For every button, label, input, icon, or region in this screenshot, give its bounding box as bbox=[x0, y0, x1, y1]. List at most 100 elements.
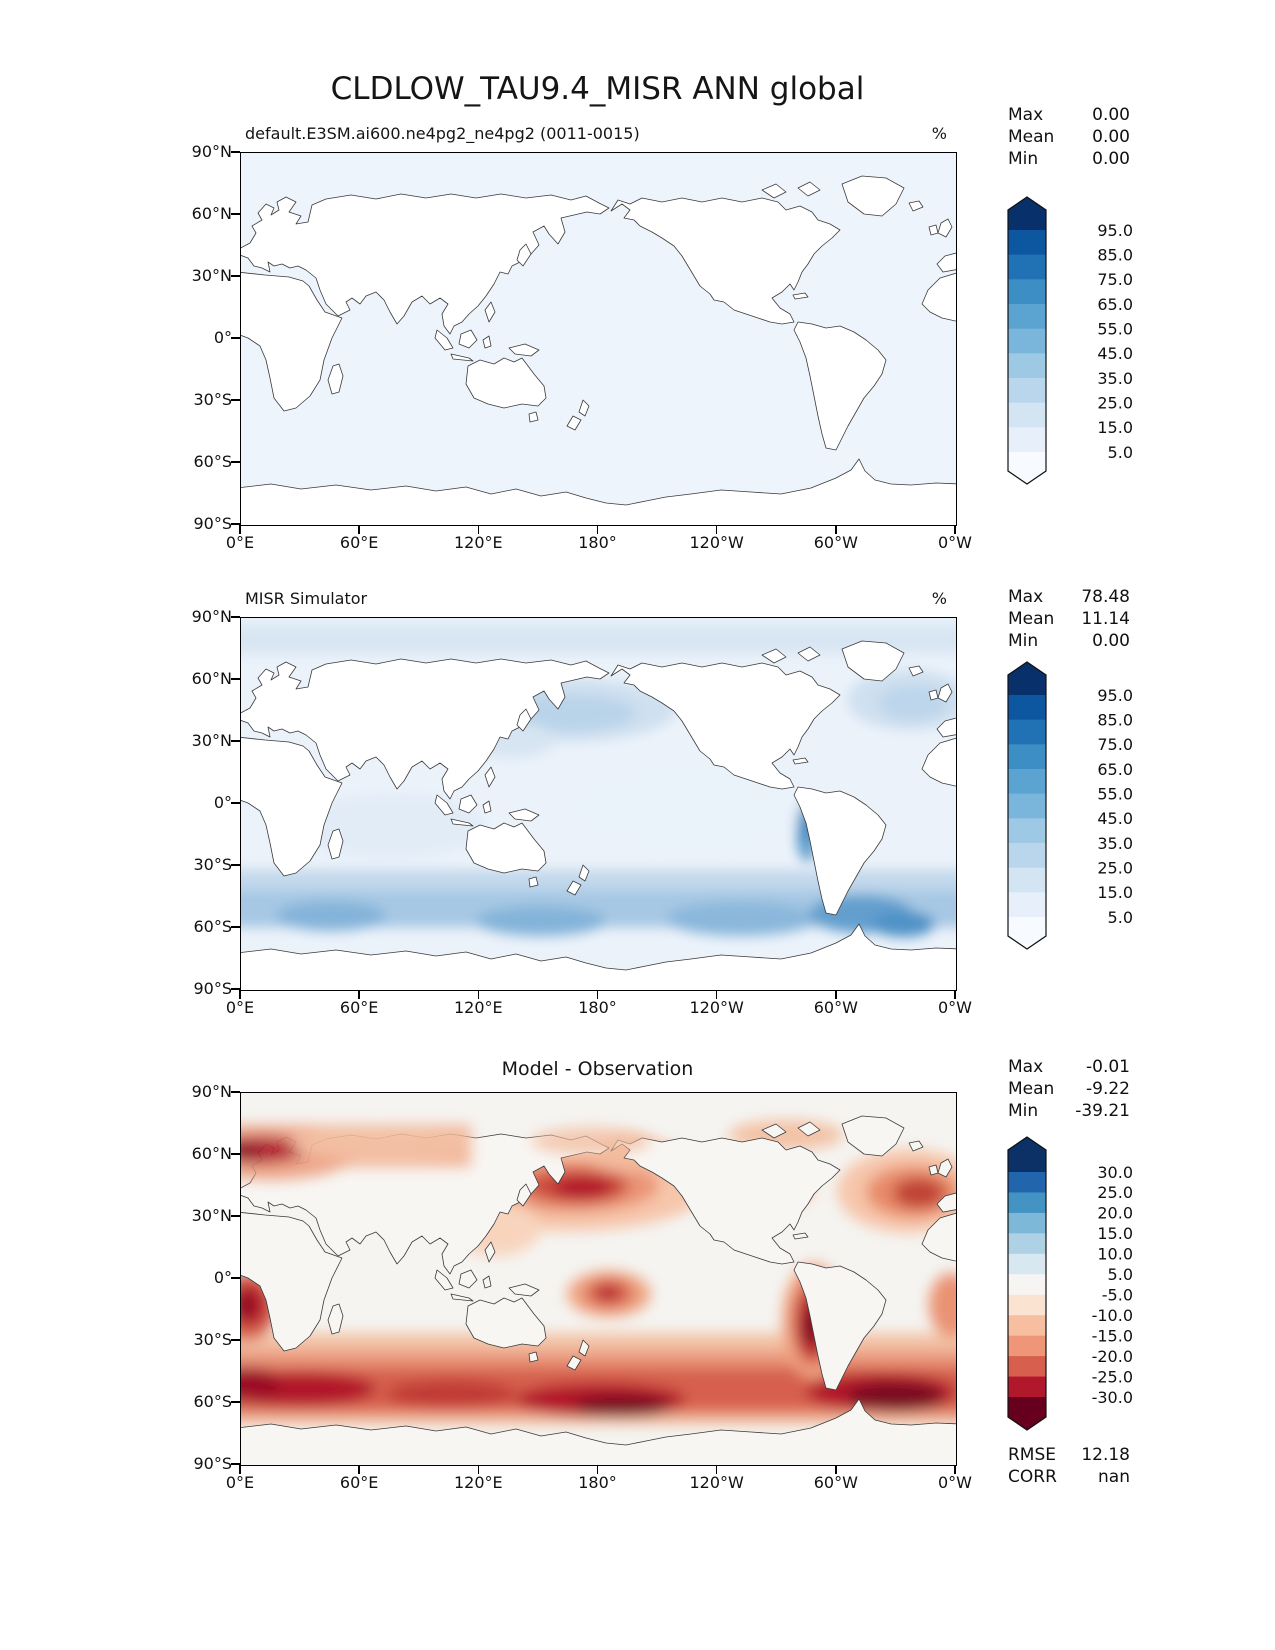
colorbar-band bbox=[1008, 1212, 1046, 1234]
colorbar-band bbox=[1008, 1315, 1046, 1337]
colorbar-tick-label: 75.0 bbox=[1097, 735, 1133, 754]
stat-row-max: Max 0.00 bbox=[1008, 104, 1130, 126]
colorbar-band bbox=[1008, 304, 1046, 330]
colorbar-tick-label: 95.0 bbox=[1097, 221, 1133, 240]
panel2-stats: Max 78.48 Mean 11.14 Min 0.00 bbox=[1008, 586, 1130, 652]
y-tick-label: 30°S bbox=[193, 1330, 232, 1349]
colorbar-tick-label: 95.0 bbox=[1097, 686, 1133, 705]
colorbar-band bbox=[1008, 1233, 1046, 1255]
colorbar-outline bbox=[1007, 661, 1047, 950]
y-tick-label: 60°S bbox=[193, 1392, 232, 1411]
y-tick-label: 0° bbox=[213, 793, 232, 812]
x-tick-label: 120°W bbox=[689, 1473, 744, 1492]
x-tick-mark bbox=[596, 1465, 599, 1474]
colorbar-band bbox=[1008, 843, 1046, 869]
x-tick-label: 120°E bbox=[454, 533, 503, 552]
colorbar-tick-label: 25.0 bbox=[1097, 858, 1133, 877]
x-tick-mark bbox=[239, 1465, 241, 1474]
stat-row-mean: Mean 11.14 bbox=[1008, 608, 1130, 630]
stat-row-min: Min 0.00 bbox=[1008, 630, 1130, 652]
y-tick-mark bbox=[231, 864, 240, 866]
y-tick-mark bbox=[231, 275, 240, 277]
min-value: 0.00 bbox=[1092, 149, 1130, 169]
panel1-units-label: % bbox=[931, 124, 947, 143]
colorbar-difference: 30.025.0 20.015.0 10.05.0-5.0 -10.0-15.0 -20… bbox=[1007, 1136, 1133, 1431]
y-tick-mark bbox=[231, 1463, 240, 1465]
x-tick-label: 180° bbox=[578, 998, 617, 1017]
rmse-value: 12.18 bbox=[1081, 1445, 1130, 1465]
colorbar-tick-label: 5.0 bbox=[1108, 908, 1133, 927]
y-tick-mark bbox=[231, 1339, 240, 1341]
colorbar-band bbox=[1008, 1137, 1046, 1173]
colorbar-bands bbox=[1008, 197, 1046, 484]
colorbar-bands bbox=[1008, 662, 1046, 949]
max-label: Max bbox=[1008, 105, 1044, 125]
colorbar-tick-label: 5.0 bbox=[1108, 1265, 1133, 1284]
stat-row-min: Min -39.21 bbox=[1008, 1100, 1130, 1122]
y-tick-label: 30°N bbox=[191, 266, 232, 285]
x-tick-mark bbox=[596, 525, 599, 534]
colorbar-tick-label: 45.0 bbox=[1097, 809, 1133, 828]
colorbar-tick-label: -25.0 bbox=[1092, 1367, 1133, 1386]
y-tick-label: 90°N bbox=[191, 142, 232, 161]
mean-label: Mean bbox=[1008, 609, 1055, 629]
corr-value: nan bbox=[1098, 1467, 1130, 1487]
min-label: Min bbox=[1008, 149, 1039, 169]
y-tick-mark bbox=[231, 926, 240, 928]
mean-value: -9.22 bbox=[1086, 1079, 1130, 1099]
mean-value: 0.00 bbox=[1092, 127, 1130, 147]
y-tick-label: 60°S bbox=[193, 917, 232, 936]
panel3-stats: Max -0.01 Mean -9.22 Min -39.21 bbox=[1008, 1056, 1130, 1122]
colorbar-tick-label: 55.0 bbox=[1097, 319, 1133, 338]
x-tick-label: 0°E bbox=[225, 533, 255, 552]
max-value: 0.00 bbox=[1092, 105, 1130, 125]
x-tick-label: 60°E bbox=[339, 998, 379, 1017]
colorbar-tick-label: 15.0 bbox=[1097, 418, 1133, 437]
x-tick-mark bbox=[954, 990, 956, 999]
x-tick-label: 0°W bbox=[938, 533, 972, 552]
colorbar-band bbox=[1008, 230, 1046, 256]
colorbar-band bbox=[1008, 1253, 1046, 1275]
panel3-metrics: RMSE 12.18 CORR nan bbox=[1008, 1444, 1130, 1488]
stat-row-mean: Mean 0.00 bbox=[1008, 126, 1130, 148]
x-tick-mark bbox=[596, 990, 599, 999]
x-tick-mark bbox=[715, 525, 718, 534]
colorbar-band bbox=[1008, 378, 1046, 404]
colorbar-band bbox=[1008, 695, 1046, 721]
y-tick-label: 60°N bbox=[191, 1144, 232, 1163]
corr-label: CORR bbox=[1008, 1467, 1057, 1487]
y-tick-label: 90°N bbox=[191, 1082, 232, 1101]
panel1-stats: Max 0.00 Mean 0.00 Min 0.00 bbox=[1008, 104, 1130, 170]
colorbar-band bbox=[1008, 744, 1046, 770]
panel2-subtitle: MISR Simulator bbox=[245, 589, 368, 608]
x-tick-label: 60°E bbox=[339, 533, 379, 552]
colorbar-band bbox=[1008, 1335, 1046, 1357]
y-tick-label: 30°S bbox=[193, 855, 232, 874]
y-tick-label: 0° bbox=[213, 1268, 232, 1287]
y-tick-mark bbox=[231, 740, 240, 742]
min-label: Min bbox=[1008, 1101, 1039, 1121]
y-tick-mark bbox=[231, 461, 240, 463]
x-tick-label: 0°W bbox=[938, 998, 972, 1017]
colorbar-band bbox=[1008, 662, 1046, 696]
colorbar-tick-label: 55.0 bbox=[1097, 784, 1133, 803]
colorbar-band bbox=[1008, 769, 1046, 795]
y-tick-mark bbox=[231, 1277, 240, 1279]
colorbar-tick-label: 35.0 bbox=[1097, 369, 1133, 388]
y-tick-label: 60°N bbox=[191, 669, 232, 688]
metric-row-corr: CORR nan bbox=[1008, 1466, 1130, 1488]
colorbar-band bbox=[1008, 1274, 1046, 1296]
colorbar-band bbox=[1008, 1356, 1046, 1378]
map-model bbox=[240, 152, 957, 526]
x-tick-label: 60°W bbox=[813, 1473, 858, 1492]
colorbar-band bbox=[1008, 917, 1046, 949]
colorbar-tick-label: 65.0 bbox=[1097, 295, 1133, 314]
x-tick-label: 180° bbox=[578, 533, 617, 552]
x-tick-label: 60°W bbox=[813, 533, 858, 552]
panel2-units-label: % bbox=[931, 589, 947, 608]
colorbar-observation: 95.0 85.0 75.0 65.0 55.0 45.0 35.0 25.0 15.0 5.0 bbox=[1007, 661, 1133, 950]
colorbar-band bbox=[1008, 1376, 1046, 1398]
x-tick-mark bbox=[477, 525, 480, 534]
y-tick-mark bbox=[231, 523, 240, 525]
